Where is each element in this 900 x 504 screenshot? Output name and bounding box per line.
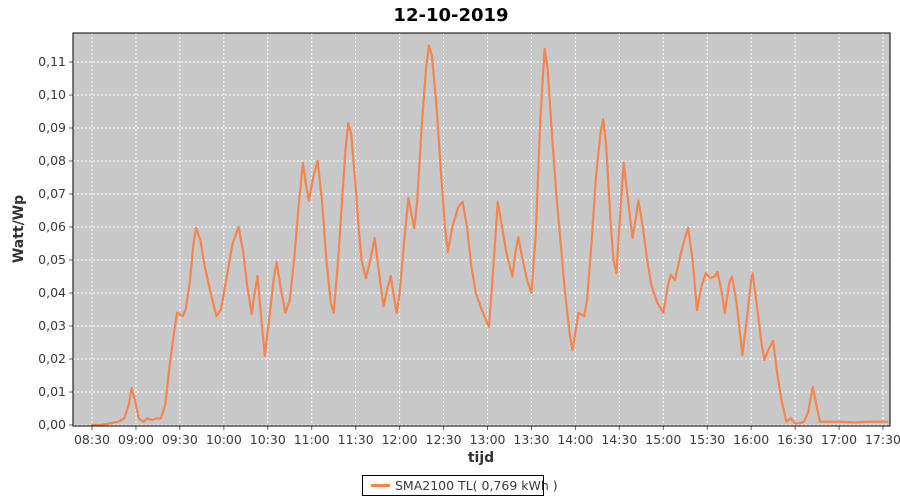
y-tick-label: 0,04 — [38, 285, 66, 300]
x-tick-label: 13:30 — [513, 432, 549, 447]
x-tick-label: 08:30 — [74, 432, 110, 447]
x-tick-label: 16:30 — [777, 432, 813, 447]
x-tick-label: 10:30 — [250, 432, 286, 447]
y-tick-label: 0,11 — [38, 54, 66, 69]
y-tick-label: 0,00 — [38, 417, 66, 432]
y-axis-label: Watt/Wp — [11, 195, 27, 263]
y-tick-label: 0,08 — [38, 153, 66, 168]
y-tick-label: 0,05 — [38, 252, 66, 267]
x-tick-label: 12:30 — [426, 432, 462, 447]
x-tick-label: 14:00 — [557, 432, 593, 447]
x-tick-label: 14:30 — [601, 432, 637, 447]
y-tick-label: 0,07 — [38, 186, 66, 201]
y-tick-label: 0,06 — [38, 219, 66, 234]
x-tick-label: 13:00 — [469, 432, 505, 447]
y-tick-label: 0,10 — [38, 87, 66, 102]
plot-border — [72, 32, 891, 427]
legend-label: SMA2100 TL( 0,769 kWh ) — [395, 478, 558, 493]
x-tick-label: 09:00 — [118, 432, 154, 447]
y-tick-label: 0,09 — [38, 120, 66, 135]
x-tick-label: 15:00 — [645, 432, 681, 447]
legend-box — [362, 475, 544, 496]
x-tick-label: 17:30 — [865, 432, 900, 447]
x-tick-label: 10:00 — [206, 432, 242, 447]
x-tick-label: 11:00 — [294, 432, 330, 447]
plot-layer: 0,00 0,01 0,02 0,03 0,04 0,05 0,06 0,07 0,08 0,09… — [38, 32, 900, 447]
y-tick-label: 0,01 — [38, 384, 66, 399]
x-tick-label: 15:30 — [689, 432, 725, 447]
series-line — [90, 44, 889, 427]
x-tick-label: 11:30 — [338, 432, 374, 447]
y-tick-label: 0,03 — [38, 318, 66, 333]
legend: SMA2100 TL( 0,769 kWh ) — [362, 475, 558, 496]
chart-title: 12-10-2019 — [393, 5, 508, 26]
x-tick-label: 17:00 — [821, 432, 857, 447]
x-tick-label: 09:30 — [162, 432, 198, 447]
y-tick-label: 0,02 — [38, 351, 66, 366]
x-tick-label: 16:00 — [733, 432, 769, 447]
plot-area — [73, 33, 890, 426]
x-axis-label: tijd — [468, 450, 494, 466]
x-tick-label: 12:00 — [382, 432, 418, 447]
